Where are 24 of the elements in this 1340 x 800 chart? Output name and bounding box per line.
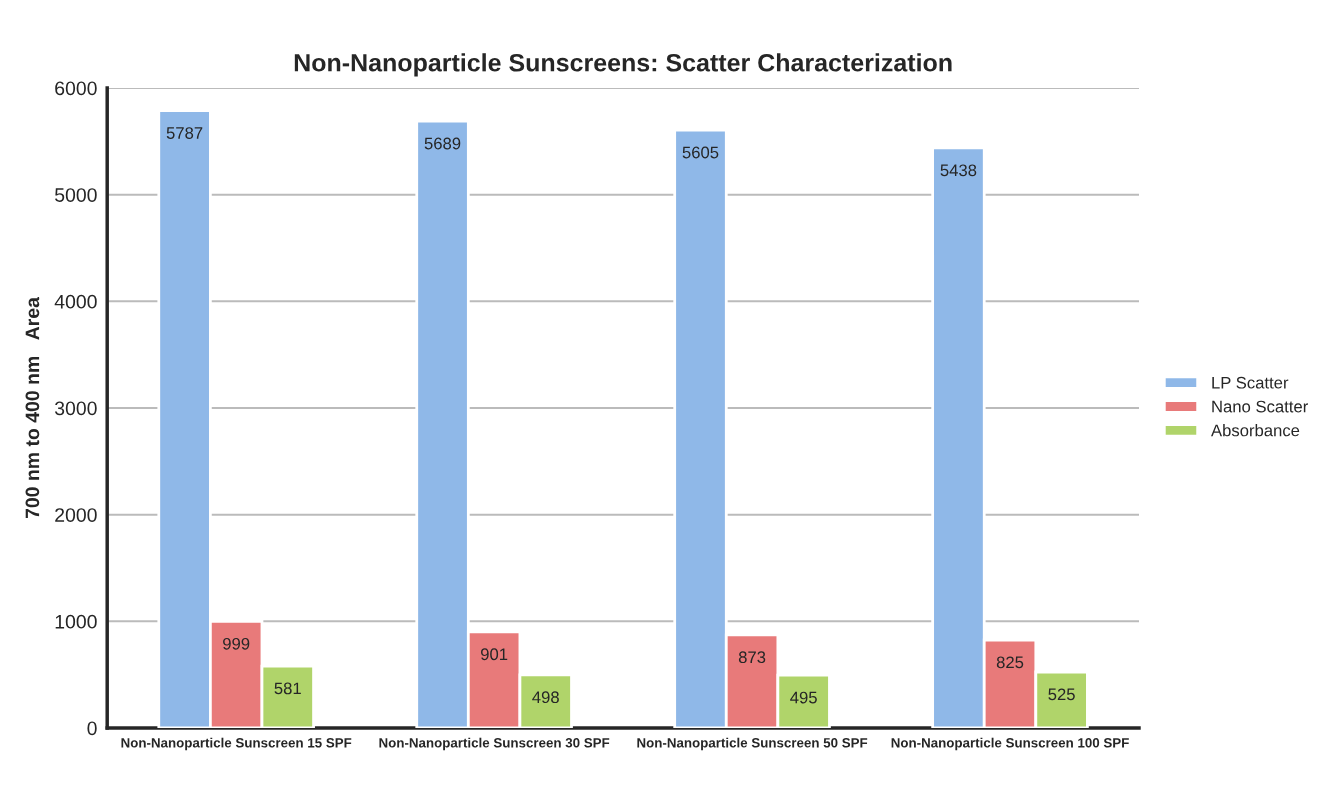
y-tick-label: 6000 <box>55 81 97 96</box>
data-label: 581 <box>274 682 301 695</box>
y-tick-label: 1000 <box>55 614 97 629</box>
data-label: 495 <box>790 691 817 704</box>
legend-label: Nano Scatter <box>1212 400 1308 413</box>
legend-label: Absorbance <box>1211 424 1300 437</box>
data-label: 525 <box>1048 688 1075 701</box>
chart-title: Non-Nanoparticle Sunscreens: Scatter Characterization <box>294 53 952 77</box>
legend-label: LP Scatter <box>1212 376 1289 389</box>
y-tick-label: 2000 <box>55 508 97 522</box>
y-axis-title: 700 nm to 400 nm Area <box>25 296 40 519</box>
data-label: 5689 <box>424 137 461 150</box>
data-label: 498 <box>532 691 559 704</box>
data-label: 5605 <box>682 146 719 159</box>
data-label: 5438 <box>940 164 977 177</box>
y-tick-label: 5000 <box>55 188 97 202</box>
y-tick-label: 3000 <box>54 401 97 416</box>
data-label: 825 <box>996 656 1024 669</box>
y-tick-label: 4000 <box>54 294 97 309</box>
data-label: 873 <box>738 651 766 664</box>
data-label: 5787 <box>166 127 203 139</box>
data-label: 901 <box>481 648 508 661</box>
data-label: 999 <box>223 637 250 650</box>
y-tick-label: 0 <box>87 721 97 736</box>
